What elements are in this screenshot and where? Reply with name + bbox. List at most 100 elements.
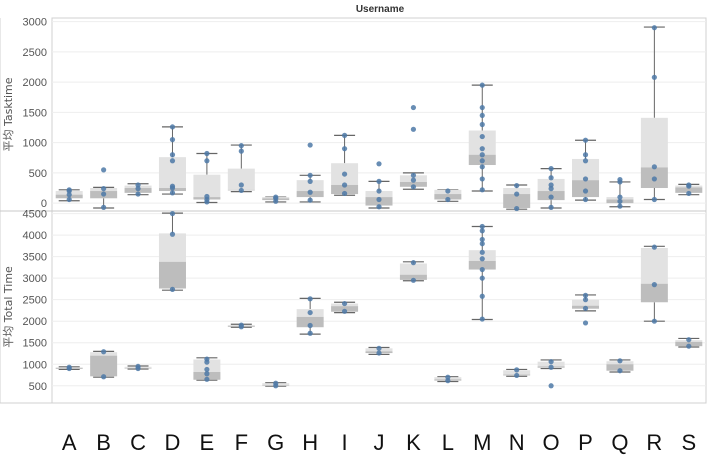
data-point xyxy=(686,182,692,188)
data-point xyxy=(617,198,623,204)
data-point xyxy=(204,366,210,373)
x-category-label: P xyxy=(578,430,593,455)
y-tick-label: 3000 xyxy=(23,273,47,285)
data-point xyxy=(445,188,451,194)
data-point xyxy=(686,343,692,349)
data-point xyxy=(135,191,141,197)
box-upper-half xyxy=(193,359,221,373)
box-upper-half xyxy=(572,158,600,181)
data-point xyxy=(514,191,520,197)
data-point xyxy=(341,132,348,138)
data-point xyxy=(479,241,485,247)
y-tick-label: 2000 xyxy=(23,316,47,328)
data-point xyxy=(617,368,623,374)
data-point xyxy=(479,316,485,322)
data-point xyxy=(273,194,279,200)
data-point xyxy=(582,188,589,194)
data-point xyxy=(582,137,589,143)
x-category-label: L xyxy=(442,430,454,455)
data-point xyxy=(341,182,348,188)
data-point xyxy=(204,356,210,362)
data-point xyxy=(238,182,244,188)
data-point xyxy=(410,177,417,183)
data-point xyxy=(204,376,210,382)
data-point xyxy=(479,228,485,234)
x-category-label: C xyxy=(130,430,146,455)
data-point xyxy=(307,296,313,302)
data-point xyxy=(479,158,485,164)
data-point xyxy=(410,184,417,190)
data-point xyxy=(101,204,107,210)
data-point xyxy=(307,322,313,329)
data-point xyxy=(582,292,589,298)
data-point xyxy=(169,231,176,237)
x-category-label: O xyxy=(543,430,560,455)
box-lower-half xyxy=(434,194,462,200)
data-point xyxy=(341,171,348,177)
data-point xyxy=(582,152,589,158)
data-point xyxy=(582,305,589,311)
data-point xyxy=(376,188,382,194)
x-category-label: R xyxy=(646,430,662,455)
data-point xyxy=(341,308,348,314)
data-point xyxy=(686,190,692,197)
data-point xyxy=(66,192,72,198)
data-point xyxy=(548,175,554,181)
data-point xyxy=(651,244,657,250)
box-upper-half xyxy=(640,117,668,168)
data-point xyxy=(101,167,107,173)
data-point xyxy=(169,286,176,292)
data-point xyxy=(307,172,313,178)
data-point xyxy=(479,152,485,158)
box-upper-half xyxy=(365,191,393,198)
box-upper-half xyxy=(503,188,531,195)
y-tick-label: 3500 xyxy=(23,252,47,264)
data-point xyxy=(582,297,589,303)
data-point xyxy=(582,176,589,182)
box-upper-half xyxy=(193,174,221,198)
data-point xyxy=(169,158,176,164)
data-point xyxy=(376,204,382,210)
data-point xyxy=(479,104,485,111)
x-category-label: M xyxy=(473,430,491,455)
data-point xyxy=(651,25,657,31)
data-point xyxy=(651,74,657,80)
box-upper-half xyxy=(468,250,496,261)
y-tick-label: 2000 xyxy=(23,77,47,89)
y-tick-label: 1000 xyxy=(23,359,47,371)
y-tick-label: 2500 xyxy=(23,47,47,59)
box-lower-half xyxy=(296,316,324,328)
data-point xyxy=(169,210,176,217)
data-point xyxy=(273,380,279,386)
y-tick-label: 2500 xyxy=(23,295,47,307)
data-point xyxy=(135,363,141,370)
data-point xyxy=(307,142,313,148)
data-point xyxy=(514,372,520,379)
data-point xyxy=(548,364,554,370)
data-point xyxy=(204,371,210,377)
data-point xyxy=(582,196,589,203)
data-point xyxy=(479,293,485,299)
data-point xyxy=(307,197,313,203)
x-category-label: S xyxy=(681,430,696,455)
x-category-label: N xyxy=(509,430,525,455)
data-point xyxy=(135,186,141,192)
data-point xyxy=(169,190,176,196)
data-point xyxy=(479,121,485,128)
box-upper-half xyxy=(296,180,324,192)
data-point xyxy=(376,161,382,167)
data-point xyxy=(479,236,485,243)
y-tick-label: 1500 xyxy=(23,338,47,350)
box-lower-half xyxy=(468,260,496,270)
data-point xyxy=(548,383,554,389)
data-point xyxy=(445,196,451,203)
data-point xyxy=(479,223,485,230)
data-point xyxy=(101,349,107,355)
data-point xyxy=(651,164,657,170)
box-upper-half xyxy=(158,233,186,262)
data-point xyxy=(479,249,485,255)
x-category-label: A xyxy=(62,430,77,455)
data-point xyxy=(479,266,485,273)
data-point xyxy=(514,367,520,373)
